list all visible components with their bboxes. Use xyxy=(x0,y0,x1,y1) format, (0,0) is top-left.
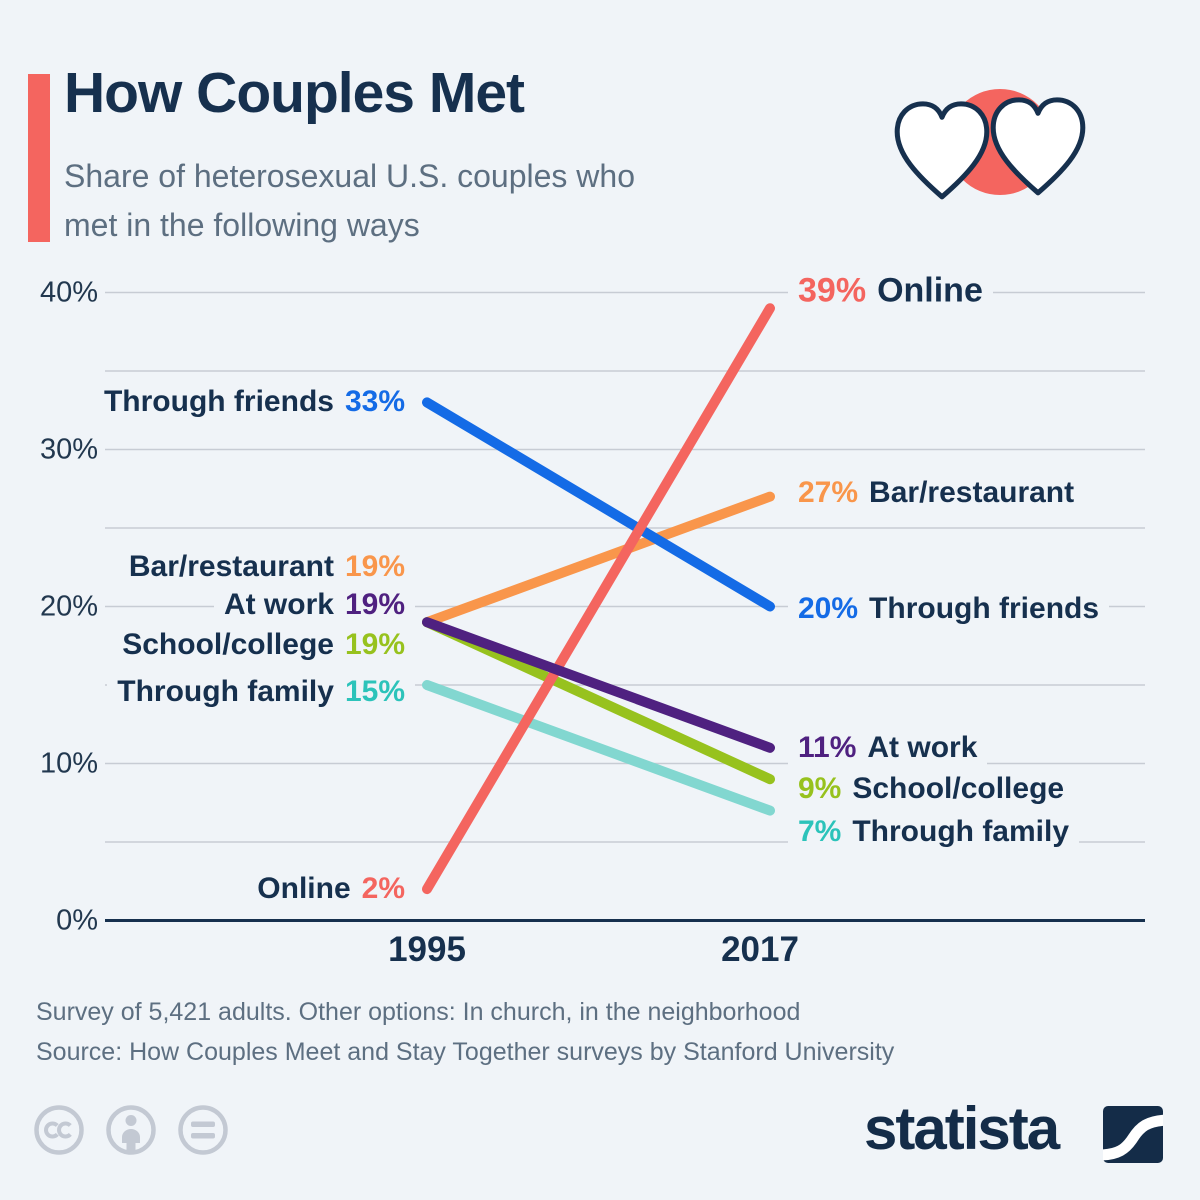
series-end-value: 9% xyxy=(798,772,842,806)
series-end-value: 20% xyxy=(798,591,859,625)
label-right-at-work: 11% At work xyxy=(788,727,988,768)
series-name: Through friends xyxy=(869,591,1100,625)
label-left-online: Online 2% xyxy=(247,869,415,910)
label-right-school-college: 9% School/college xyxy=(788,769,1075,810)
label-right-through-family: 7% Through family xyxy=(788,811,1080,852)
survey-note: Survey of 5,421 adults. Other options: I… xyxy=(36,998,801,1026)
series-name: Through family xyxy=(117,675,334,708)
right-heart-icon xyxy=(990,97,1086,196)
y-tick-40pct: 40% xyxy=(0,274,98,311)
series-name: School/college xyxy=(852,772,1065,806)
attribution-person-icon xyxy=(106,1105,156,1155)
series-end-value: 27% xyxy=(798,475,859,509)
y-tick-0pct: 0% xyxy=(0,902,98,939)
series-name: Through friends xyxy=(103,385,334,419)
label-right-through-friends: 20% Through friends xyxy=(788,588,1110,629)
series-name: Through family xyxy=(852,814,1070,848)
series-start-value: 33% xyxy=(344,385,405,419)
label-left-bar-restaurant: Bar/restaurant 19% xyxy=(118,547,415,588)
cc-icon xyxy=(34,1105,84,1155)
series-name: Online xyxy=(877,271,983,310)
y-tick-10pct: 10% xyxy=(0,745,98,782)
page-title: How Couples Met xyxy=(64,61,525,125)
series-name: Bar/restaurant xyxy=(869,475,1075,509)
equals-icon xyxy=(178,1105,228,1155)
source-note: Source: How Couples Meet and Stay Togeth… xyxy=(36,1038,895,1066)
label-left-at-work: At work 19% xyxy=(213,585,415,626)
series-name: School/college xyxy=(122,628,334,662)
series-name: At work xyxy=(223,588,334,622)
title-accent-bar xyxy=(28,74,50,242)
label-left-through-friends: Through friends 33% xyxy=(93,382,415,423)
cc-license-icons xyxy=(34,1105,228,1155)
series-name: Bar/restaurant xyxy=(128,550,334,584)
label-right-bar-restaurant: 27% Bar/restaurant xyxy=(788,472,1085,513)
y-tick-20pct: 20% xyxy=(0,588,98,625)
label-left-through-family: Through family 15% xyxy=(107,672,415,712)
left-heart-icon xyxy=(894,101,990,200)
x-axis-label-2017: 2017 xyxy=(721,930,799,969)
x-axis-label-1995: 1995 xyxy=(388,930,466,969)
series-end-value: 7% xyxy=(798,814,842,848)
label-left-school-college: School/college 19% xyxy=(112,625,415,666)
label-right-online: 39% Online xyxy=(788,268,993,314)
y-tick-30pct: 30% xyxy=(0,431,98,468)
series-start-value: 2% xyxy=(361,872,405,906)
page-subtitle: Share of heterosexual U.S. couples who m… xyxy=(64,158,635,243)
series-start-value: 19% xyxy=(344,628,405,662)
series-start-value: 15% xyxy=(344,675,405,708)
series-name: At work xyxy=(867,730,978,764)
series-start-value: 19% xyxy=(344,588,405,622)
series-start-value: 19% xyxy=(344,550,405,584)
series-name: Online xyxy=(257,872,351,906)
series-end-value: 39% xyxy=(798,271,867,310)
statista-logo-icon xyxy=(1103,1106,1163,1163)
series-end-value: 11% xyxy=(798,730,857,764)
hearts-icon xyxy=(894,89,1086,200)
statista-logo-wordmark: statista xyxy=(864,1095,1060,1162)
